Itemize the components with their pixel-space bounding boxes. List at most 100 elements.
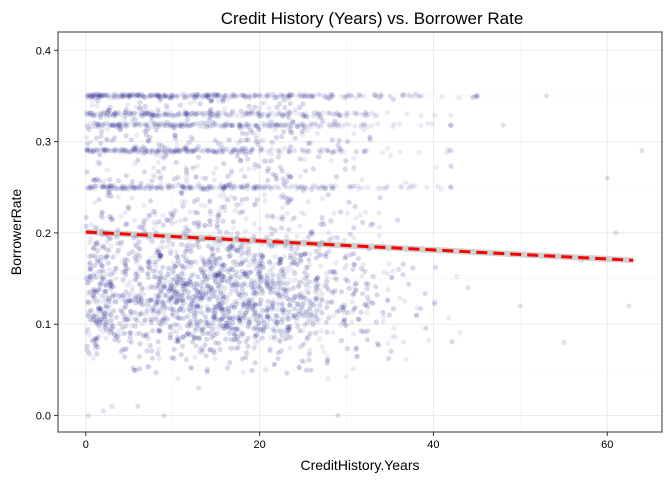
data-point [229,242,235,248]
data-point [157,97,163,103]
data-point [191,280,197,286]
data-point [196,222,202,228]
data-point [122,109,128,115]
data-point [261,158,268,164]
data-point [215,140,221,146]
data-point [94,337,100,343]
data-point [270,171,276,177]
data-point [156,219,162,225]
data-point [113,94,119,100]
data-point [232,331,238,338]
data-point [281,274,287,280]
data-point [245,246,251,252]
data-point [145,138,151,144]
data-point [193,327,199,333]
data-point [307,347,313,353]
data-point [92,270,99,276]
data-point [198,318,204,324]
data-point [223,320,229,326]
data-point [123,173,129,179]
data-point [150,172,156,178]
data-point [212,307,218,313]
data-point [224,297,230,303]
data-point [137,281,143,287]
data-point [241,313,247,319]
data-point [98,140,104,146]
data-point [272,313,279,319]
data-point [104,253,110,259]
data-point [134,317,140,324]
data-point [259,253,266,259]
data-point [249,297,255,303]
data-point [352,305,358,311]
data-point [119,330,125,337]
data-point [227,276,233,282]
data-point [167,324,173,331]
data-point [138,299,144,305]
data-point [291,148,297,154]
data-point [191,271,197,277]
data-point [118,292,124,298]
data-point [200,326,206,332]
data-point [258,327,264,333]
data-point [117,126,123,132]
data-point [159,238,166,245]
data-point [210,122,216,129]
data-point [290,285,296,291]
data-point [156,275,162,281]
data-point [175,338,181,344]
data-point [90,245,96,251]
data-point [222,306,228,312]
data-point [344,210,351,216]
data-point [276,149,282,155]
data-point [196,325,202,332]
data-point [260,317,266,323]
data-point [279,216,285,222]
data-point [258,252,264,258]
data-point [128,310,134,317]
data-point [249,303,255,309]
data-point [182,216,188,222]
data-point [360,291,366,297]
data-point [270,272,276,278]
data-point [132,254,138,260]
data-point [93,241,100,247]
data-point [157,94,163,100]
data-point [192,354,198,360]
data-point [174,253,180,259]
data-point [385,270,391,277]
data-point [218,145,224,151]
data-point [161,281,167,287]
data-point [152,174,158,180]
data-point [277,329,283,335]
data-point [315,274,321,280]
data-point [124,102,130,108]
data-point [105,107,111,113]
data-point [299,358,305,364]
data-point [290,119,296,125]
data-point [270,302,276,308]
data-point [127,298,133,304]
data-point [91,289,97,295]
data-point [326,315,332,321]
data-point [159,238,166,245]
data-point [206,118,212,124]
data-point [213,279,219,285]
data-point [213,340,219,346]
data-point [243,151,249,157]
data-point [167,218,173,224]
data-point [416,93,423,99]
data-point [211,324,217,330]
data-point [206,184,212,190]
data-point [313,248,319,254]
data-point [269,286,275,292]
data-point [257,226,263,232]
data-point [286,327,292,333]
data-point [423,325,429,331]
data-point [89,253,96,259]
data-point [235,334,241,340]
data-point [127,298,133,304]
data-point [109,122,115,128]
data-point [173,248,179,254]
data-point [215,238,221,244]
